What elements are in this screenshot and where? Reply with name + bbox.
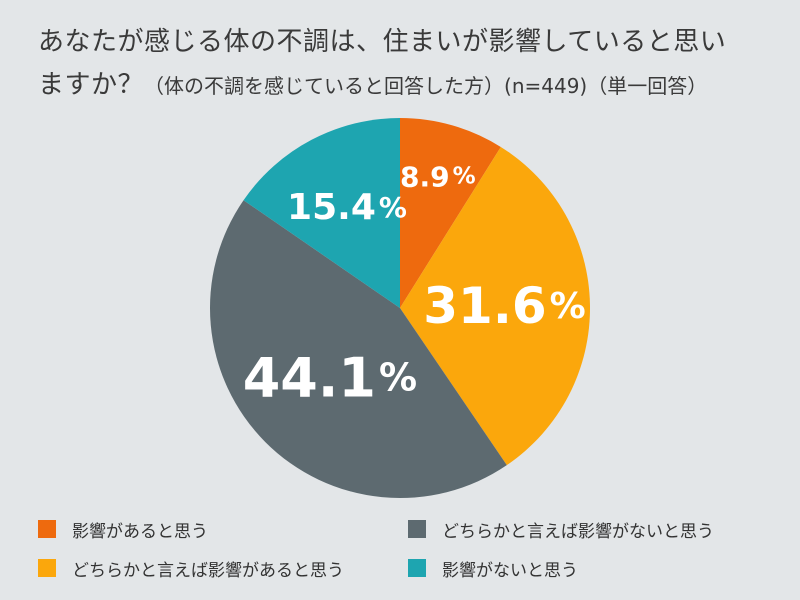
legend-label-somewhat-no: どちらかと言えば影響がないと思う — [442, 521, 714, 542]
chart-subtitle: （体の不調を感じていると回答した方）(n=449)（単一回答） — [144, 74, 708, 98]
legend-swatch-no — [408, 559, 426, 577]
legend-item-somewhat-no: どちらかと言えば影響がないと思う — [408, 516, 714, 542]
pie-slices — [209, 118, 591, 499]
legend-item-yes: 影響があると思う — [38, 516, 208, 542]
slice-label-somewhat-no: 44.1% — [243, 346, 417, 409]
chart-title-question-end: ますか？ — [38, 70, 145, 100]
pie-slice-somewhat-yes — [400, 146, 591, 466]
chart-title: あなたが感じる体の不調は、住まいが影響していると思い ますか？（体の不調を感じて… — [38, 22, 778, 106]
legend-label-no: 影響がないと思う — [442, 560, 578, 581]
legend-label-yes: 影響があると思う — [72, 521, 208, 542]
pie-slice-yes — [400, 118, 501, 308]
legend-swatch-somewhat-yes — [38, 559, 56, 577]
pie-labels: 8.9 % 31.6%44.1% 15.4% — [243, 160, 586, 409]
legend-item-somewhat-yes: どちらかと言えば影響があると思う — [38, 555, 344, 581]
legend-label-somewhat-yes: どちらかと言えば影響があると思う — [72, 560, 344, 581]
legend-swatch-somewhat-no — [408, 520, 426, 538]
chart-title-line1: あなたが感じる体の不調は、住まいが影響していると思い — [38, 27, 727, 57]
slice-label-yes: 8.9% — [400, 160, 476, 193]
legend-swatch-yes — [38, 520, 56, 538]
slice-label-no: 15.4% — [287, 187, 407, 228]
chart-title-line2: ますか？（体の不調を感じていると回答した方）(n=449)（単一回答） — [38, 62, 778, 106]
legend-item-no: 影響がないと思う — [408, 555, 578, 581]
pie-slice-no — [243, 118, 400, 308]
pie-slice-somewhat-no — [209, 200, 507, 499]
slice-label-somewhat-yes: 31.6% — [423, 277, 585, 335]
legend: 影響があると思う どちらかと言えば影響がないと思う どちらかと言えば影響があると… — [38, 516, 778, 592]
